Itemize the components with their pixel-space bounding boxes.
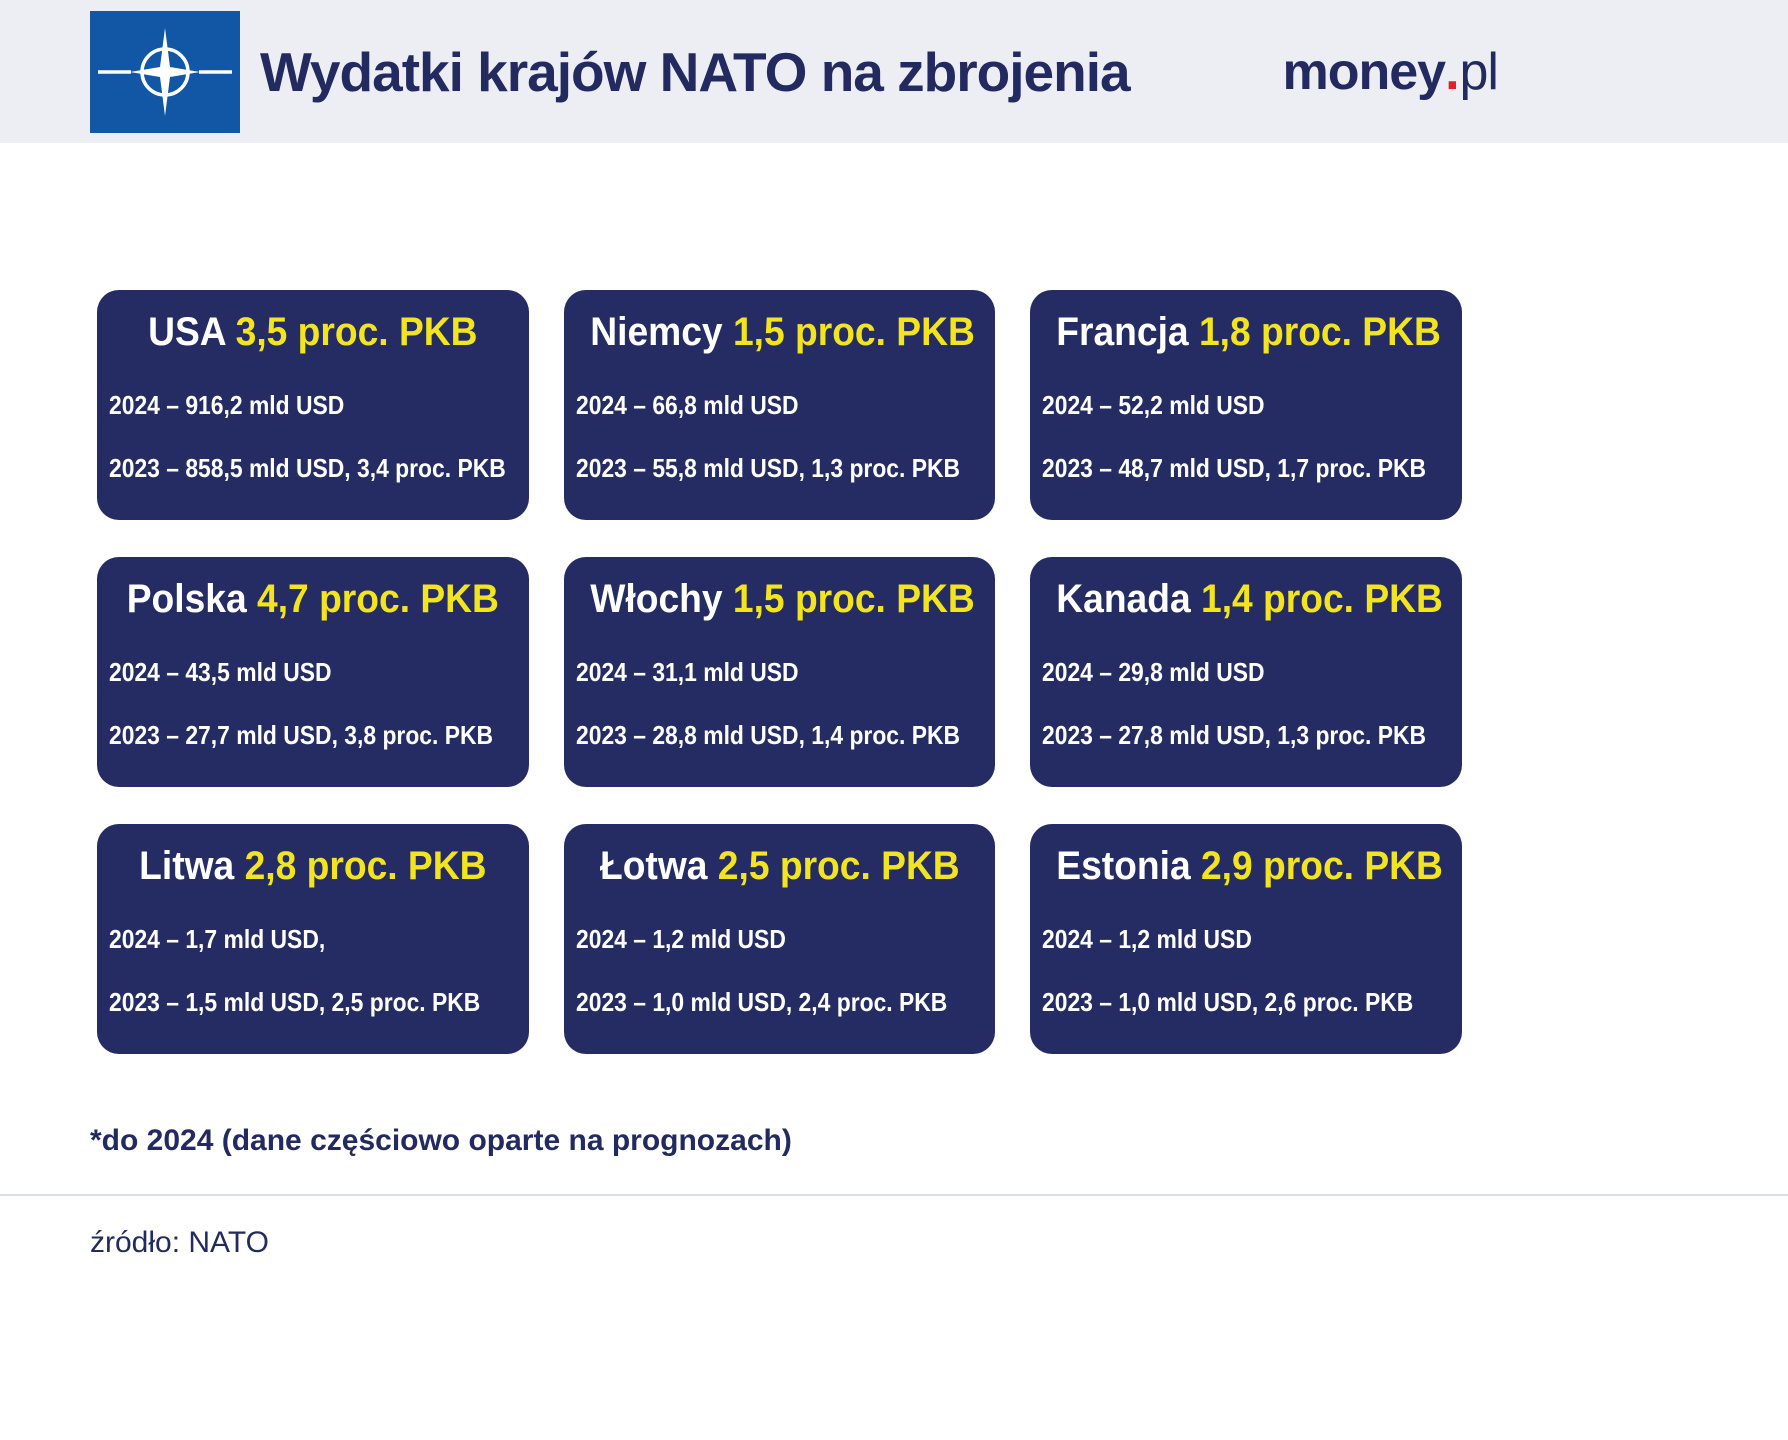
gdp-percent: 4,7 proc. PKB [257, 577, 499, 621]
gdp-percent: 2,5 proc. PKB [717, 844, 960, 888]
spending-2023: 2023 – 48,7 mld USD, 1,7 proc. PKB [1042, 453, 1427, 484]
footnote: *do 2024 (dane częściowo oparte na progn… [90, 1124, 792, 1157]
card-title: Polska 4,7 proc. PKB [123, 575, 502, 623]
country-name: Polska [126, 577, 247, 621]
spending-2024: 2024 – 31,1 mld USD [575, 657, 799, 687]
country-name: USA [148, 310, 226, 354]
spending-2024: 2024 – 1,2 mld USD [1042, 924, 1253, 954]
spending-2023: 2023 – 28,8 mld USD, 1,4 proc. PKB [575, 720, 960, 751]
spending-2024: 2024 – 1,7 mld USD, [109, 924, 326, 954]
country-name: Włochy [589, 577, 723, 621]
country-card: Estonia 2,9 proc. PKB 2024 – 1,2 mld USD… [1030, 824, 1462, 1054]
divider [0, 1194, 1788, 1196]
gdp-percent: 2,9 proc. PKB [1201, 844, 1444, 888]
country-name: Estonia [1056, 844, 1191, 888]
country-card: Włochy 1,5 proc. PKB 2024 – 31,1 mld USD… [563, 557, 996, 787]
brand-red-dot: . [1445, 42, 1460, 101]
country-name: Kanada [1056, 577, 1191, 621]
card-title: Kanada 1,4 proc. PKB [1056, 575, 1444, 623]
brand-money-text: money [1282, 42, 1446, 101]
spending-2024: 2024 – 66,8 mld USD [575, 390, 799, 420]
card-title: Estonia 2,9 proc. PKB [1056, 842, 1444, 890]
country-name: Francja [1056, 310, 1189, 354]
gdp-percent: 1,5 proc. PKB [732, 310, 975, 354]
card-title: USA 3,5 proc. PKB [123, 308, 502, 356]
page-title: Wydatki krajów NATO na zbrojenia [260, 40, 1131, 103]
spending-2024: 2024 – 916,2 mld USD [109, 390, 345, 420]
country-name: Litwa [139, 844, 235, 888]
country-card: Kanada 1,4 proc. PKB 2024 – 29,8 mld USD… [1030, 557, 1462, 787]
card-title: Litwa 2,8 proc. PKB [123, 842, 502, 890]
moneypl-logo: money.pl [1282, 42, 1499, 102]
country-name: Łotwa [599, 844, 708, 888]
country-name: Niemcy [589, 310, 723, 354]
spending-2023: 2023 – 1,5 mld USD, 2,5 proc. PKB [109, 987, 481, 1018]
spending-2023: 2023 – 1,0 mld USD, 2,6 proc. PKB [1042, 987, 1414, 1018]
country-card: Łotwa 2,5 proc. PKB 2024 – 1,2 mld USD 2… [563, 824, 996, 1054]
gdp-percent: 2,8 proc. PKB [244, 844, 487, 888]
country-card: USA 3,5 proc. PKB 2024 – 916,2 mld USD 2… [97, 290, 529, 520]
country-card: Litwa 2,8 proc. PKB 2024 – 1,7 mld USD, … [97, 824, 529, 1054]
card-title: Włochy 1,5 proc. PKB [589, 575, 974, 623]
gdp-percent: 3,5 proc. PKB [235, 310, 478, 354]
spending-2024: 2024 – 43,5 mld USD [109, 657, 332, 687]
card-title: Łotwa 2,5 proc. PKB [590, 842, 969, 890]
country-card: Polska 4,7 proc. PKB 2024 – 43,5 mld USD… [97, 557, 529, 787]
card-title: Francja 1,8 proc. PKB [1056, 308, 1442, 356]
header: Wydatki krajów NATO na zbrojenia money.p… [0, 0, 1788, 143]
spending-2024: 2024 – 1,2 mld USD [575, 924, 786, 954]
gdp-percent: 1,4 proc. PKB [1201, 577, 1444, 621]
gdp-percent: 1,5 proc. PKB [732, 577, 975, 621]
gdp-percent: 1,8 proc. PKB [1199, 310, 1442, 354]
brand-pl-text: pl [1459, 42, 1499, 101]
spending-2023: 2023 – 55,8 mld USD, 1,3 proc. PKB [575, 453, 960, 484]
country-card: Niemcy 1,5 proc. PKB 2024 – 66,8 mld USD… [563, 290, 996, 520]
country-card: Francja 1,8 proc. PKB 2024 – 52,2 mld US… [1030, 290, 1462, 520]
card-title: Niemcy 1,5 proc. PKB [589, 308, 975, 356]
source-label: źródło: NATO [90, 1226, 269, 1259]
spending-2023: 2023 – 27,8 mld USD, 1,3 proc. PKB [1042, 720, 1427, 751]
spending-2024: 2024 – 52,2 mld USD [1042, 390, 1265, 420]
spending-2023: 2023 – 27,7 mld USD, 3,8 proc. PKB [109, 720, 494, 751]
spending-2024: 2024 – 29,8 mld USD [1042, 657, 1265, 687]
spending-2023: 2023 – 1,0 mld USD, 2,4 proc. PKB [575, 987, 947, 1018]
spending-2023: 2023 – 858,5 mld USD, 3,4 proc. PKB [109, 453, 506, 484]
nato-logo-icon [90, 10, 240, 133]
cards-grid: USA 3,5 proc. PKB 2024 – 916,2 mld USD 2… [97, 290, 1462, 1054]
